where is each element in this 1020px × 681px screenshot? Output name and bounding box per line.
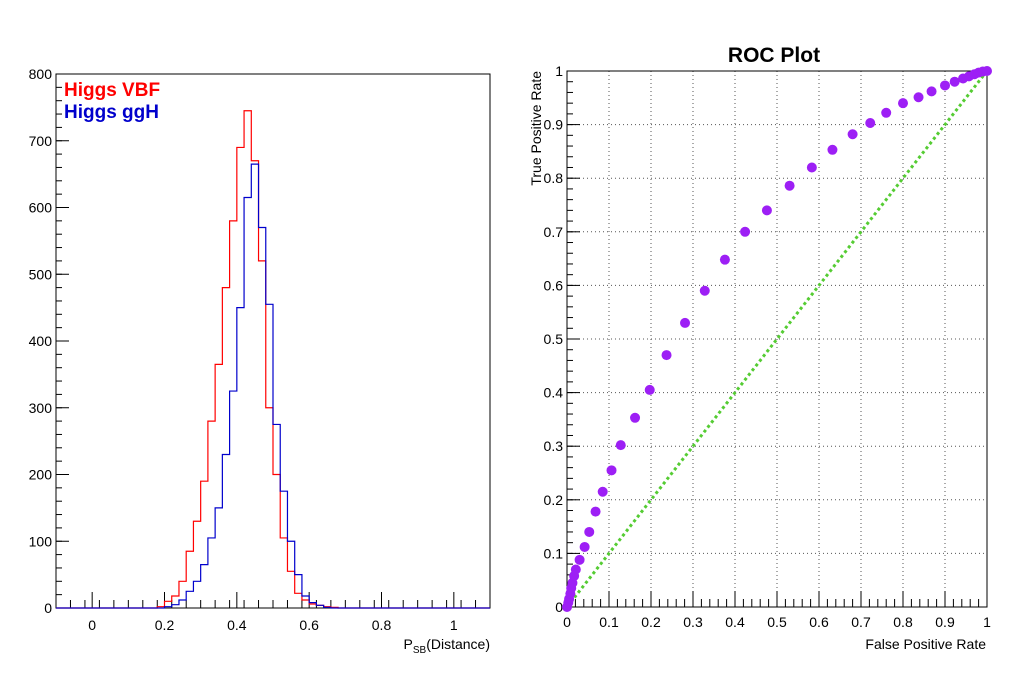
legend-entry-ggh: Higgs ggH — [64, 102, 159, 123]
x-tick-label: 0 — [88, 617, 96, 633]
roc-point — [761, 205, 772, 216]
roc-point — [579, 541, 590, 552]
y-tick-label: 0.6 — [544, 277, 564, 293]
roc-point — [630, 412, 641, 423]
roc-point — [784, 180, 795, 191]
series-line-vbf — [56, 110, 490, 609]
roc-point — [644, 384, 655, 395]
roc-point — [898, 98, 908, 109]
roc-point — [615, 440, 626, 451]
x-tick-label: 0.8 — [893, 614, 913, 630]
histogram-series — [56, 110, 490, 609]
roc-point — [574, 554, 585, 565]
histogram-x-axis-label: PSB(Distance) — [404, 636, 490, 656]
x-tick-label: 0.4 — [227, 617, 247, 633]
x-tick-label: 0.6 — [809, 614, 829, 630]
roc-point — [982, 66, 992, 76]
x-tick-label: 1 — [983, 614, 991, 630]
y-tick-label: 0 — [44, 600, 52, 616]
y-tick-label: 0.4 — [544, 385, 564, 401]
legend-entry-vbf: Higgs VBF — [64, 80, 160, 101]
x-tick-label: 0.2 — [641, 614, 661, 630]
roc-point — [940, 80, 950, 91]
roc-x-axis-label: False Positive Rate — [865, 636, 986, 652]
roc-point — [881, 107, 892, 118]
roc-point — [913, 92, 924, 103]
y-tick-label: 0.9 — [544, 117, 564, 133]
y-tick-label: 700 — [29, 133, 53, 149]
y-tick-label: 300 — [29, 400, 53, 416]
x-tick-label: 0.5 — [767, 614, 787, 630]
roc-point — [926, 86, 937, 97]
roc-points — [562, 66, 992, 612]
x-tick-label: 0.1 — [599, 614, 619, 630]
roc-point — [806, 162, 817, 173]
y-tick-label: 100 — [29, 533, 53, 549]
y-tick-label: 1 — [555, 63, 563, 79]
y-tick-label: 0.7 — [544, 224, 564, 240]
histogram-axes: 0 0.2 0.4 0.6 0.8 1 0 100 200 300 400 500 600 700 800 — [29, 66, 491, 633]
roc-point — [590, 506, 601, 517]
roc-point — [949, 76, 960, 87]
x-label-rest: (Distance) — [426, 636, 490, 652]
roc-point — [584, 526, 595, 537]
roc-point — [865, 117, 876, 128]
roc-point — [661, 350, 672, 361]
y-tick-label: 0.1 — [544, 545, 564, 561]
roc-title: ROC Plot — [728, 44, 820, 67]
y-tick-label: 800 — [29, 66, 53, 82]
x-label-main: P — [404, 636, 413, 652]
roc-point — [606, 465, 617, 476]
x-tick-label: 0.9 — [935, 614, 955, 630]
roc-y-axis-label: True Positive Rate — [528, 71, 544, 186]
y-tick-label: 600 — [29, 200, 53, 216]
x-tick-label: 0 — [563, 614, 571, 630]
y-tick-label: 200 — [29, 467, 53, 483]
y-tick-label: 400 — [29, 333, 53, 349]
x-tick-label: 0.3 — [683, 614, 703, 630]
roc-point — [827, 144, 838, 155]
y-tick-label: 0.3 — [544, 438, 564, 454]
histogram-panel: 0 0.2 0.4 0.6 0.8 10100200300400500600700800 … — [29, 66, 491, 656]
y-tick-label: 0.8 — [544, 170, 564, 186]
y-tick-label: 0 — [555, 599, 563, 615]
x-tick-label: 1 — [450, 617, 458, 633]
roc-point — [699, 285, 710, 296]
roc-panel: ROC Plot 00 0.1 0.1 0.2 0.2 0.3 0.3 0.4 0.4 0.5 0.… — [528, 44, 992, 652]
x-tick-label: 0.8 — [372, 617, 392, 633]
roc-point — [847, 129, 858, 140]
roc-point — [740, 226, 751, 237]
x-tick-label: 0.4 — [725, 614, 745, 630]
roc-point — [570, 564, 581, 575]
roc-axes: 00 0.1 0.1 0.2 0.2 0.3 0.3 0.4 0.4 0.5 0.5 0.6 0.6 0.… — [544, 63, 992, 630]
series-line-ggh — [56, 163, 490, 609]
x-tick-label: 0.6 — [299, 617, 319, 633]
x-label-subscript: SB — [413, 645, 427, 656]
y-tick-label: 0.2 — [544, 492, 564, 508]
x-tick-label: 0.2 — [155, 617, 175, 633]
y-tick-label: 0.5 — [544, 331, 564, 347]
x-tick-label: 0.7 — [851, 614, 871, 630]
y-tick-label: 500 — [29, 266, 53, 282]
roc-point — [597, 486, 608, 497]
roc-grid — [567, 71, 987, 607]
roc-point — [680, 317, 691, 328]
roc-point — [719, 254, 730, 265]
